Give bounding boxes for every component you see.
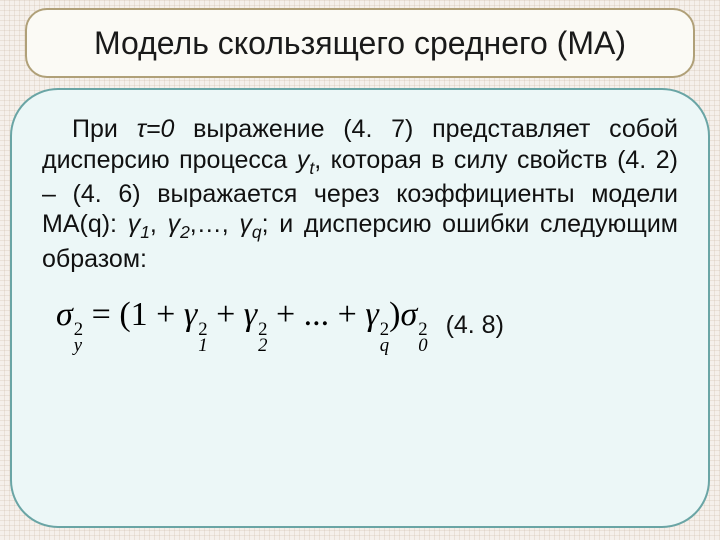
sep: , bbox=[150, 210, 168, 238]
variance-formula: σ2y = (1 + γ21 + γ22 + ... + γ2q)σ20 bbox=[42, 296, 428, 354]
gamma2: γ bbox=[168, 210, 181, 238]
sigma0-subsup: 20 bbox=[418, 322, 427, 354]
dots: + ... + bbox=[268, 296, 366, 333]
gq-subsup: 2q bbox=[380, 322, 389, 354]
gamma1-sub: 1 bbox=[140, 222, 150, 242]
plus: + bbox=[208, 296, 244, 333]
rparen: ) bbox=[389, 296, 400, 333]
body-paragraph: При τ=0 выражение (4. 7) представляет со… bbox=[42, 114, 678, 274]
slide-title: Модель скользящего среднего (МА) bbox=[94, 25, 626, 62]
var-yt: y bbox=[297, 146, 310, 174]
gamma: γ bbox=[365, 296, 378, 333]
gamma: γ bbox=[244, 296, 257, 333]
sigma: σ bbox=[400, 296, 417, 333]
gamma2-sub: 2 bbox=[180, 222, 190, 242]
body-container: При τ=0 выражение (4. 7) представляет со… bbox=[10, 88, 710, 528]
gamma: γ bbox=[184, 296, 197, 333]
equation-number: (4. 8) bbox=[446, 311, 504, 340]
sigma-y-subsup: 2y bbox=[74, 322, 83, 354]
text-run: При bbox=[72, 115, 137, 143]
sigma: σ bbox=[56, 296, 73, 333]
eq: = bbox=[83, 296, 119, 333]
lparen: (1 + bbox=[119, 296, 184, 333]
tau-expr: τ=0 bbox=[137, 115, 175, 143]
formula-row: σ2y = (1 + γ21 + γ22 + ... + γ2q)σ20 (4.… bbox=[42, 296, 678, 354]
gammaq: γ bbox=[239, 210, 252, 238]
gamma1: γ bbox=[128, 210, 141, 238]
g1-subsup: 21 bbox=[198, 322, 207, 354]
g2-subsup: 22 bbox=[258, 322, 267, 354]
gammaq-sub: q bbox=[252, 222, 262, 242]
sep: ,…, bbox=[190, 210, 240, 238]
title-container: Модель скользящего среднего (МА) bbox=[25, 8, 695, 78]
